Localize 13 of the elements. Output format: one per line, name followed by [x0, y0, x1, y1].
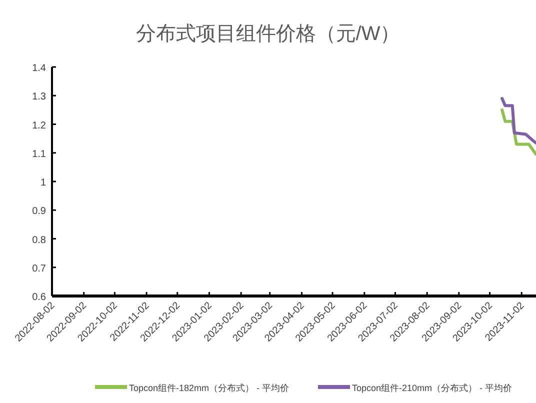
legend-label: Topcon组件-210mm（分布式） - 平均价: [352, 383, 512, 393]
chart-title: 分布式项目组件价格（元/W）: [136, 23, 400, 45]
y-tick-label: 0.8: [32, 234, 46, 246]
y-tick-label: 0.7: [32, 263, 46, 274]
y-tick-label: 1.3: [32, 92, 46, 103]
line-series: [500, 96, 536, 144]
y-tick-label: 1.2: [32, 120, 46, 132]
y-tick-label: 1.1: [32, 148, 46, 160]
y-tick-label: 0.6: [32, 292, 46, 303]
y-tick-label: 1: [40, 178, 46, 188]
y-tick-label: 0.9: [32, 206, 46, 218]
y-tick-label: 1.4: [32, 63, 46, 74]
legend-label: Topcon组件-182mm（分布式） - 平均价: [129, 383, 290, 393]
